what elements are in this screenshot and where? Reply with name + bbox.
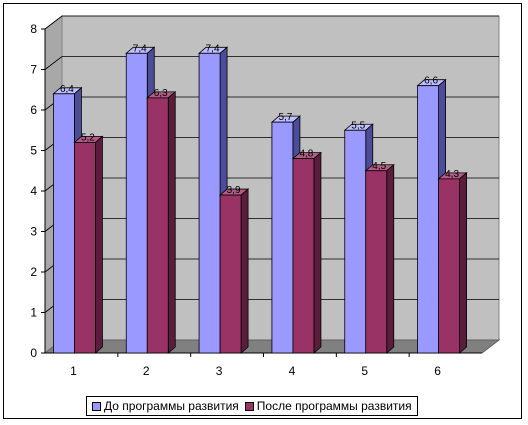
- x-tick-label: 1: [70, 364, 77, 378]
- bar-series-2: [438, 178, 460, 354]
- bar-side-series-2: [386, 163, 395, 354]
- data-label-series-1: 6,6: [424, 76, 438, 87]
- data-label-series-2: 4,5: [372, 161, 386, 172]
- bar-side-series-2: [167, 90, 176, 354]
- y-tick-label: 3: [30, 225, 37, 239]
- data-label-series-2: 5,2: [81, 132, 95, 143]
- y-tick-label: 1: [30, 306, 37, 320]
- data-label-series-1: 6,4: [60, 84, 74, 95]
- data-label-series-2: 3,9: [227, 185, 241, 196]
- legend-swatch-series-2: [244, 401, 254, 411]
- legend-swatch-series-1: [92, 401, 101, 411]
- data-label-series-1: 5,7: [278, 112, 292, 123]
- legend-label-series-2: После программы развития: [256, 399, 412, 413]
- bar-side-series-2: [313, 151, 322, 354]
- x-tick-label: 5: [361, 364, 368, 378]
- gridline: [44, 56, 499, 70]
- y-tick-label: 0: [30, 346, 37, 360]
- bar-series-2: [74, 141, 96, 354]
- bar-series-2: [292, 158, 315, 354]
- y-tick-label: 2: [30, 265, 37, 279]
- x-tick-label: 6: [434, 364, 441, 378]
- y-tick-label: 7: [30, 63, 37, 77]
- chart-legend: До программы развития После программы ра…: [86, 396, 418, 416]
- legend-item-series-2: После программы развития: [244, 399, 412, 413]
- gridline: [44, 15, 499, 30]
- y-tick-label: 5: [30, 144, 37, 158]
- data-label-series-2: 6,3: [154, 88, 168, 99]
- x-tick-label: 2: [143, 364, 150, 378]
- legend-label-series-1: До программы развития: [104, 399, 239, 413]
- bar-series-1: [198, 52, 221, 354]
- bar-series-1: [271, 121, 294, 354]
- bar-series-2: [146, 97, 169, 354]
- x-tick-label: 4: [289, 364, 296, 378]
- bar-series-1: [344, 129, 367, 354]
- legend-item-series-1: До программы развития: [92, 399, 239, 413]
- bar-series-1: [417, 85, 439, 354]
- bar-side-series-2: [459, 171, 467, 354]
- data-label-series-1: 7,4: [206, 43, 220, 54]
- bar-side-series-2: [95, 135, 103, 354]
- y-tick-label: 8: [30, 22, 37, 36]
- y-tick-label: 4: [30, 184, 37, 198]
- data-label-series-1: 7,4: [133, 43, 147, 54]
- bar-side-series-2: [240, 188, 249, 354]
- bar-series-1: [53, 93, 75, 354]
- data-label-series-1: 5,5: [351, 120, 365, 131]
- x-tick-label: 3: [216, 364, 223, 378]
- data-label-series-2: 4,8: [299, 149, 313, 160]
- y-tick-label: 6: [30, 103, 37, 117]
- data-label-series-2: 4,3: [445, 169, 459, 180]
- bar-series-2: [365, 170, 388, 354]
- bar-series-2: [219, 194, 242, 354]
- bar-series-1: [125, 52, 148, 354]
